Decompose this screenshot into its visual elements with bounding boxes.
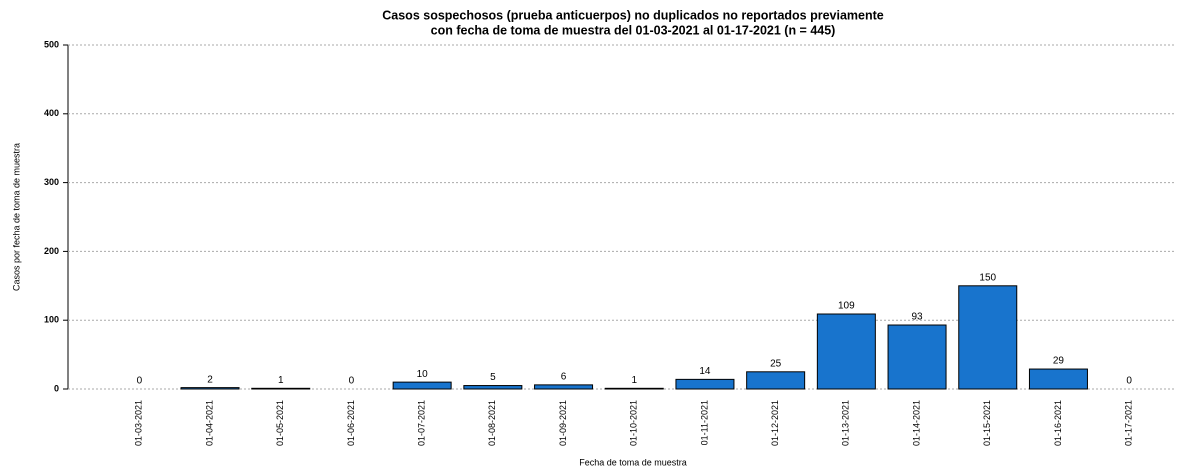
y-tick-label: 300: [44, 177, 59, 187]
value-label: 6: [561, 372, 567, 383]
bar: [463, 385, 523, 390]
bar: [180, 387, 240, 390]
bar: [604, 387, 664, 390]
x-tick-label: 01-17-2021: [1124, 400, 1134, 446]
bar: [887, 324, 947, 390]
bar: [746, 371, 806, 390]
bar: [534, 384, 594, 390]
bar: [251, 387, 311, 390]
x-tick-label: 01-09-2021: [558, 400, 568, 446]
value-label: 0: [1126, 376, 1132, 387]
value-label: 29: [1053, 356, 1065, 367]
y-tick-label: 0: [54, 383, 59, 393]
x-tick-label: 01-07-2021: [417, 400, 427, 446]
x-axis-label: Fecha de toma de muestra: [579, 457, 687, 467]
y-tick-label: 200: [44, 246, 59, 256]
value-label: 5: [490, 372, 496, 383]
bar: [816, 313, 876, 390]
bar: [675, 378, 735, 390]
x-tick-label: 01-03-2021: [134, 400, 144, 446]
x-tick-label: 01-05-2021: [275, 400, 285, 446]
x-tick-label: 01-04-2021: [204, 400, 214, 446]
x-tick-label: 01-13-2021: [841, 400, 851, 446]
value-label: 14: [699, 366, 711, 377]
chart-title: Casos sospechosos (prueba anticuerpos) n…: [382, 8, 884, 22]
value-label: 93: [911, 312, 923, 323]
value-label: 25: [770, 358, 782, 369]
value-label: 0: [349, 376, 355, 387]
value-label: 1: [631, 375, 637, 386]
y-tick-label: 400: [44, 108, 59, 118]
x-tick-label: 01-12-2021: [770, 400, 780, 446]
chart-title: con fecha de toma de muestra del 01-03-2…: [431, 23, 836, 37]
x-tick-label: 01-10-2021: [629, 400, 639, 446]
bar: [392, 381, 452, 390]
value-label: 109: [838, 301, 855, 312]
bar: [1028, 368, 1088, 390]
value-label: 150: [979, 272, 996, 283]
value-label: 0: [137, 376, 143, 387]
x-tick-label: 01-14-2021: [911, 400, 921, 446]
x-tick-label: 01-15-2021: [982, 400, 992, 446]
value-label: 10: [417, 369, 429, 380]
x-tick-label: 01-11-2021: [699, 400, 709, 445]
y-tick-label: 100: [44, 315, 59, 325]
y-tick-label: 500: [44, 39, 59, 49]
value-label: 2: [207, 374, 213, 385]
value-label: 1: [278, 375, 284, 386]
x-tick-label: 01-06-2021: [346, 400, 356, 446]
y-axis-label: Casos por fecha de toma de muestra: [11, 143, 21, 291]
x-tick-label: 01-16-2021: [1053, 400, 1063, 446]
x-tick-label: 01-08-2021: [487, 400, 497, 446]
bar: [958, 285, 1018, 390]
